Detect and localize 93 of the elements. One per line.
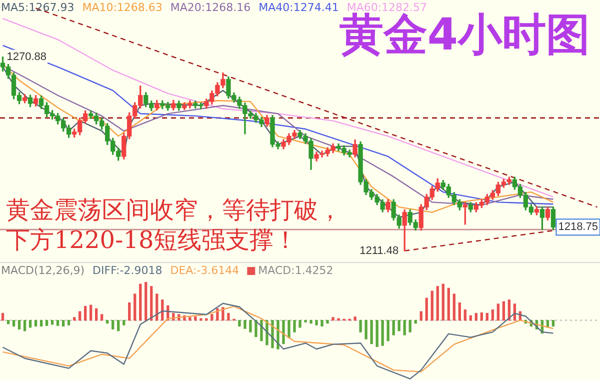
bar <box>552 320 555 327</box>
bar <box>216 308 219 321</box>
bar <box>78 311 82 321</box>
bar <box>464 309 466 321</box>
bar <box>376 320 378 347</box>
bar <box>381 320 384 346</box>
bar <box>139 284 142 321</box>
bar <box>45 320 48 326</box>
bar <box>100 314 104 321</box>
annotation: 黄金震荡区间收窄，等待打破， <box>6 196 342 224</box>
bar <box>359 320 362 332</box>
bar <box>28 320 32 328</box>
annotation: 下方1220-18短线强支撑！ <box>6 226 298 254</box>
bar <box>442 284 444 321</box>
text: MA40:1274.41 <box>258 0 339 14</box>
bar <box>260 320 263 342</box>
text: MA20:1268.16 <box>170 0 251 14</box>
bar <box>40 320 43 327</box>
bar <box>282 320 285 344</box>
bar <box>408 320 412 332</box>
bar <box>491 309 494 321</box>
bar <box>122 320 126 326</box>
bar <box>293 320 296 332</box>
annotation: 1218.75 <box>558 221 598 234</box>
bar <box>117 320 120 332</box>
legend-title: MACD(12,26,9) <box>1 264 85 277</box>
bar <box>254 320 258 338</box>
bar <box>89 304 92 321</box>
bar <box>222 307 224 321</box>
bar <box>128 302 131 321</box>
bar <box>332 317 334 321</box>
bar <box>106 320 109 324</box>
text: MA60:1282.57 <box>346 0 428 14</box>
bar <box>205 318 208 321</box>
bar <box>425 298 428 321</box>
bar <box>134 294 136 321</box>
text: DEA:-3.6144 <box>170 264 240 277</box>
bar <box>67 320 70 326</box>
bar <box>12 320 16 327</box>
bar <box>84 306 87 321</box>
bar <box>480 312 483 321</box>
bar <box>56 320 60 326</box>
bar <box>326 320 329 324</box>
bar <box>436 286 439 321</box>
bar <box>200 318 202 321</box>
bar <box>320 320 324 327</box>
bar <box>144 282 148 321</box>
bar <box>447 288 450 321</box>
bar <box>486 312 488 321</box>
bar <box>227 312 230 321</box>
annotation: 1211.48 <box>360 244 399 257</box>
text: DIFF:-2.9018 <box>92 264 162 277</box>
bar <box>95 308 98 321</box>
bar <box>244 320 246 329</box>
bar <box>414 320 417 324</box>
bar <box>310 320 312 324</box>
bar <box>150 286 153 321</box>
bar <box>496 304 500 321</box>
bar <box>112 320 114 330</box>
bar <box>288 320 290 338</box>
bar <box>18 320 21 330</box>
bar <box>337 318 340 321</box>
bar <box>50 320 54 325</box>
bar <box>188 317 192 321</box>
bar <box>34 320 38 327</box>
text: MA10:1268.63 <box>82 0 162 14</box>
bar <box>1 312 4 321</box>
bar <box>474 312 478 321</box>
bar <box>354 316 356 321</box>
bar <box>23 320 26 332</box>
legend-label: MACD:1.4252 <box>258 264 334 277</box>
bar <box>6 320 10 324</box>
bar <box>430 290 434 321</box>
bar <box>502 301 505 321</box>
bar <box>194 316 197 321</box>
bar <box>315 320 318 326</box>
annotation: 1270.88 <box>6 50 47 63</box>
bar <box>298 320 302 328</box>
bar <box>72 317 76 321</box>
bar <box>392 320 395 336</box>
bar <box>370 320 373 344</box>
bar <box>458 302 461 321</box>
bar <box>210 314 214 321</box>
bar <box>238 320 241 327</box>
bar <box>403 320 406 336</box>
bar <box>452 294 456 321</box>
bar <box>249 320 252 332</box>
bar <box>386 320 390 342</box>
bar <box>62 320 65 327</box>
text: MA5:1267.93 <box>1 0 74 14</box>
bar <box>398 320 400 332</box>
bar <box>420 311 422 321</box>
bar <box>364 320 368 340</box>
